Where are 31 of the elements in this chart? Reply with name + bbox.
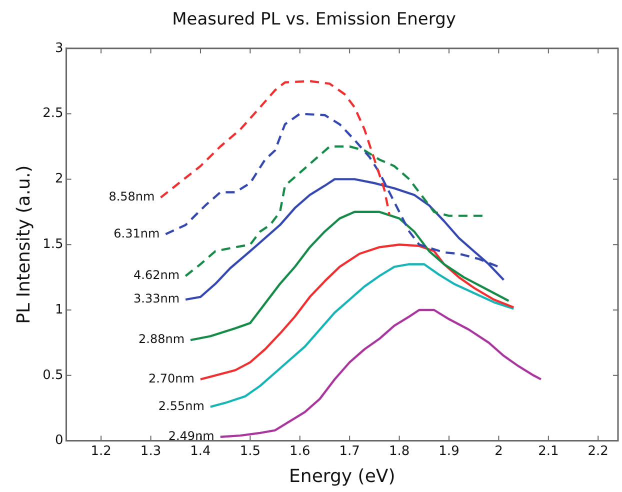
series-label: 2.70nm [148,371,194,386]
x-tick-label: 1.7 [339,444,360,459]
x-tick-label: 1.4 [190,444,211,459]
y-axis-title: PL Intensity (a.u.) [13,165,34,324]
line-series [184,145,485,278]
y-tick-label: 1 [54,302,64,318]
x-tick-label: 1.3 [140,444,162,459]
line-series [160,80,390,216]
series-label: 2.55nm [158,398,204,413]
x-tick-label: 1.9 [438,444,460,459]
series-label: 4.62nm [134,268,180,282]
x-tick-label: 2 [494,444,503,459]
series-label: 3.33nm [134,292,180,306]
x-tick-label: 1.8 [388,444,410,459]
y-tick-label: 3 [54,40,64,56]
y-tick-label: 0.5 [42,368,64,383]
x-tick-label: 1.5 [240,444,261,459]
x-tick-label: 2.2 [588,444,608,459]
series-label: 8.58nm [108,190,155,204]
series-label: 6.31nm [114,226,160,240]
x-tick-label: 2.1 [538,444,559,459]
y-tick-label: 2 [54,172,64,187]
x-tick-label: 1.6 [290,444,310,459]
series-label: 2.88nm [138,332,185,346]
x-tick-label: 1.2 [90,444,112,459]
y-tick-label: 1.5 [42,236,64,252]
y-tick-label: 2.5 [42,106,64,122]
y-tick-label: 0 [54,433,64,448]
chart-title: Measured PL vs. Emission Energy [172,10,456,30]
series-label: 2.49nm [168,429,214,443]
x-axis-title: Energy (eV) [289,466,396,487]
